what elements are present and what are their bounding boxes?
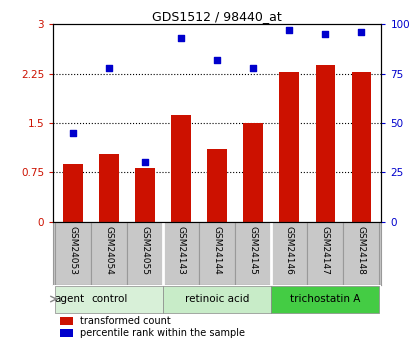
Bar [63, 164, 83, 221]
Bar [55, 286, 163, 313]
Text: GSM24144: GSM24144 [212, 226, 221, 275]
Text: control: control [91, 294, 127, 304]
Point [321, 31, 328, 37]
Bar [243, 123, 263, 221]
Bar [315, 65, 335, 221]
Bar [91, 221, 127, 285]
Text: GSM24145: GSM24145 [248, 226, 257, 275]
Bar [55, 221, 91, 285]
Text: GSM24147: GSM24147 [320, 226, 329, 275]
Text: agent: agent [54, 294, 84, 304]
Text: trichostatin A: trichostatin A [290, 294, 360, 304]
Bar [135, 168, 155, 221]
Bar [163, 286, 271, 313]
Bar [271, 221, 307, 285]
Point [106, 65, 112, 70]
Point [178, 35, 184, 41]
Point [70, 130, 76, 136]
Text: GSM24148: GSM24148 [356, 226, 365, 275]
Text: retinoic acid: retinoic acid [184, 294, 249, 304]
Text: GSM24146: GSM24146 [284, 226, 293, 275]
Bar [171, 115, 191, 221]
Bar [343, 221, 379, 285]
Text: GSM24055: GSM24055 [140, 226, 149, 275]
Bar [351, 72, 371, 221]
Point [249, 65, 256, 70]
Bar [60, 329, 73, 337]
Point [213, 57, 220, 62]
Bar [127, 221, 163, 285]
Bar [207, 149, 227, 221]
Bar [199, 221, 235, 285]
Bar [307, 221, 343, 285]
Point [142, 160, 148, 165]
Bar [279, 72, 299, 221]
Text: percentile rank within the sample: percentile rank within the sample [79, 328, 244, 338]
Bar [235, 221, 271, 285]
Bar [271, 286, 379, 313]
Point [285, 27, 292, 33]
Text: GSM24053: GSM24053 [68, 226, 77, 275]
Title: GDS1512 / 98440_at: GDS1512 / 98440_at [152, 10, 281, 23]
Bar [60, 317, 73, 325]
Bar [163, 221, 199, 285]
Bar [99, 155, 119, 221]
Point [357, 29, 364, 35]
Text: GSM24143: GSM24143 [176, 226, 185, 275]
Text: GSM24054: GSM24054 [104, 226, 113, 275]
Text: transformed count: transformed count [79, 316, 170, 326]
